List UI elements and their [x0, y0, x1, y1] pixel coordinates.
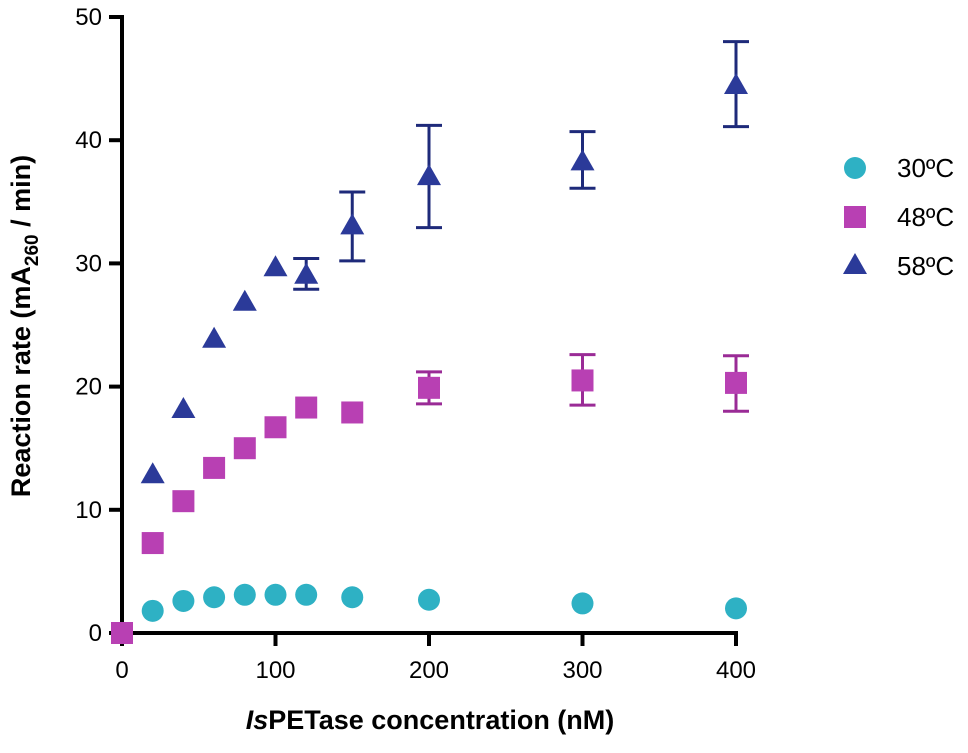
y-tick-label: 20: [75, 374, 102, 401]
legend-label: 58ºC: [897, 251, 954, 281]
data-point-circle: [172, 589, 195, 612]
data-point-circle: [233, 583, 256, 606]
data-point-triangle: [294, 262, 319, 284]
y-tick-label: 0: [89, 620, 102, 647]
x-axis-title-rest: PETase concentration (nM): [268, 705, 614, 735]
x-tick-label: 300: [562, 657, 602, 684]
y-axis-title-subscript: 260: [22, 234, 43, 266]
y-tick-label: 50: [75, 4, 102, 31]
x-tick-label: 0: [115, 657, 128, 684]
legend-label: 48ºC: [897, 202, 954, 232]
data-point-circle: [571, 592, 594, 615]
legend-marker-square: [844, 206, 866, 228]
data-point-square: [295, 396, 318, 419]
data-point-triangle: [171, 396, 196, 418]
data-point-circle: [203, 586, 226, 609]
data-point-square: [571, 369, 594, 392]
legend: 30ºC 48ºC 58ºC: [843, 153, 954, 281]
x-tick-label: 100: [255, 657, 295, 684]
x-tick-label: 200: [409, 657, 449, 684]
data-point-circle: [725, 597, 747, 620]
data-point-square: [725, 371, 747, 394]
axes: 0 10 20 30 40 50 0 100 200 300 400: [75, 4, 756, 684]
data-point-square: [341, 401, 364, 424]
data-point-triangle: [202, 326, 227, 348]
legend-item: 48ºC: [844, 202, 954, 232]
y-axis-title-main: Reaction rate (mA: [6, 266, 36, 497]
data-point-square: [172, 490, 195, 513]
y-axis-title: Reaction rate (mA260 / min): [6, 155, 43, 497]
legend-label: 30ºC: [897, 153, 954, 183]
x-axis-title-italic: Is: [246, 705, 269, 735]
legend-marker-circle: [844, 157, 866, 179]
legend-item: 58ºC: [843, 251, 954, 281]
data-point-triangle: [232, 289, 257, 311]
y-axis-title-end: / min): [6, 155, 36, 235]
data-point-circle: [141, 599, 164, 622]
data-point-circle: [341, 586, 364, 609]
data-point-square: [203, 456, 226, 479]
data-point-circle: [418, 588, 440, 611]
data-point-triangle: [724, 72, 748, 94]
error-bars: [293, 40, 749, 413]
data-point-triangle: [340, 213, 365, 235]
legend-item: 30ºC: [844, 153, 954, 183]
data-point-triangle: [570, 149, 595, 171]
data-point-triangle: [417, 164, 441, 186]
data-points: [111, 72, 748, 644]
data-point-circle: [264, 583, 287, 606]
legend-marker-triangle: [843, 252, 867, 274]
data-point-square: [111, 622, 133, 644]
data-point-triangle: [140, 462, 165, 484]
y-tick-label: 30: [75, 250, 102, 277]
x-tick-label: 400: [716, 657, 756, 684]
data-point-square: [264, 416, 287, 439]
data-point-circle: [295, 583, 318, 606]
data-point-square: [418, 376, 440, 399]
data-point-square: [141, 532, 164, 555]
x-axis-title: IsPETase concentration (nM): [246, 705, 615, 735]
data-point-square: [233, 437, 256, 460]
y-tick-label: 40: [75, 127, 102, 154]
y-tick-label: 10: [75, 497, 102, 524]
data-point-triangle: [263, 255, 288, 277]
